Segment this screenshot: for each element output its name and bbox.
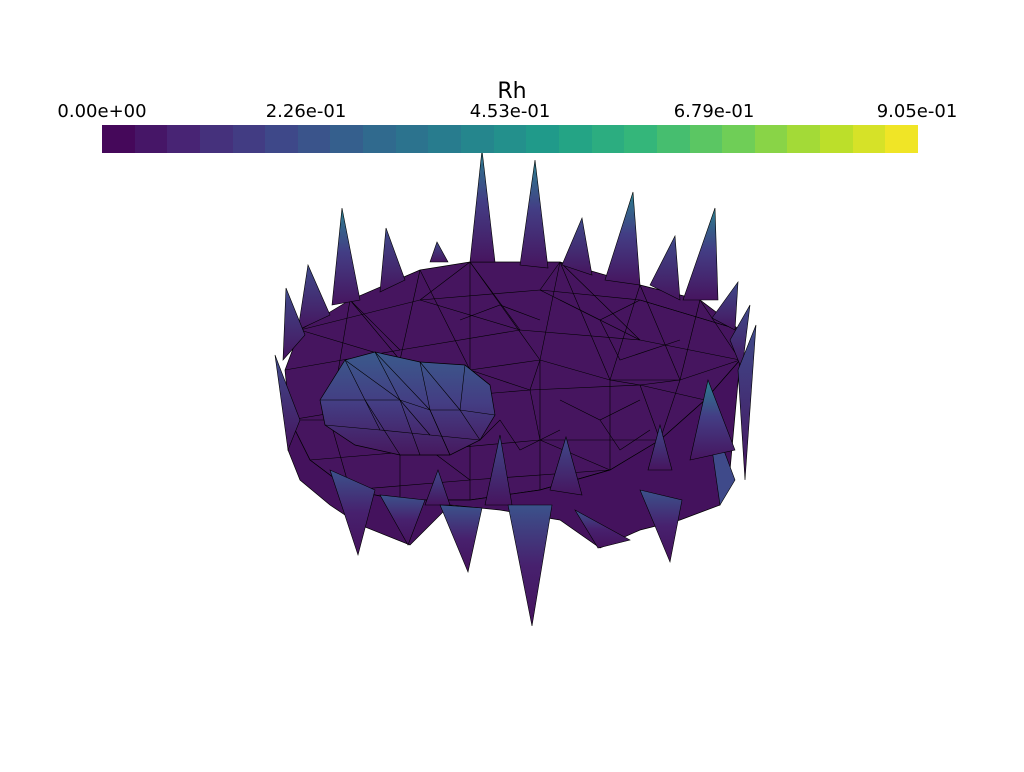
colorbar-swatch [102,125,135,153]
colorbar-gradient [102,125,919,153]
colorbar-swatch [199,125,233,153]
colorbar-swatch [820,125,853,153]
colorbar-swatch [395,125,429,153]
colorbar-title: Rh [497,79,527,104]
colorbar-swatch [558,125,592,153]
colorbar-swatch [591,125,625,153]
colorbar-tick-label: 0.00e+00 [57,101,147,122]
colorbar-swatch [852,125,886,153]
colorbar-swatch [722,125,755,153]
colorbar-swatch [656,125,690,153]
colorbar-swatch [428,125,462,153]
colorbar-swatch [787,125,821,153]
colorbar-swatch [754,125,788,153]
colorbar-swatch [526,125,559,153]
colorbar-swatch [689,125,723,153]
mesh-bump [319,351,496,456]
colorbar-tick-label: 6.79e-01 [673,101,755,122]
colorbar-swatch [167,125,200,153]
colorbar-swatch [885,125,919,153]
colorbar-tick-label: 2.26e-01 [265,101,347,122]
colorbar-tick-label: 4.53e-01 [469,101,551,122]
mesh-upward-spikes [274,149,757,506]
mesh-downward-spikes [329,469,683,627]
colorbar-swatch [265,125,298,153]
colorbar-swatch [297,125,331,153]
colorbar-swatch [493,125,527,153]
colorbar-swatch [363,125,396,153]
colorbar-tick-label: 9.05e-01 [876,101,958,122]
colorbar-swatch [330,125,364,153]
colorbar-swatch [134,125,168,153]
colorbar-swatch [232,125,266,153]
colorbar-swatch [461,125,494,153]
colorbar-swatch [624,125,657,153]
